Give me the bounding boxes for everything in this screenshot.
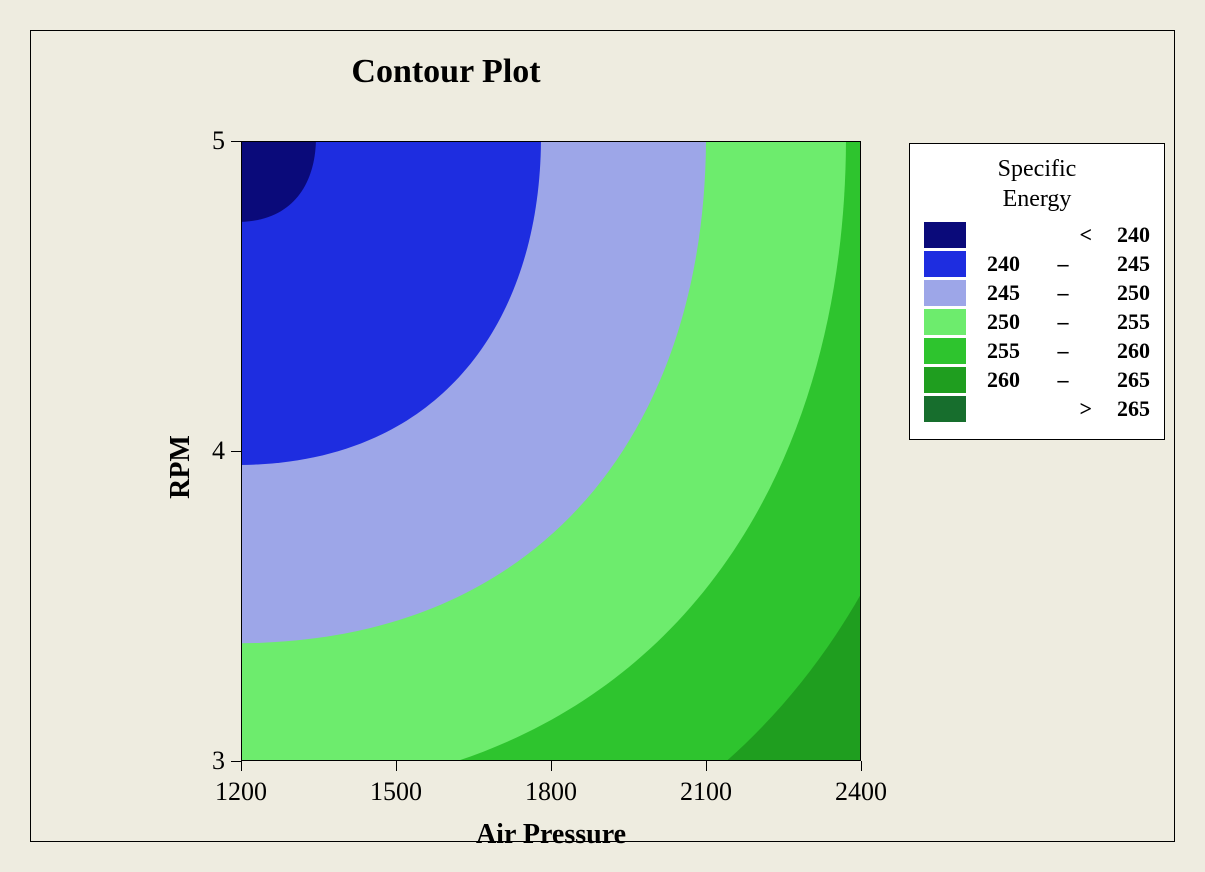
legend-label: 240–245 bbox=[976, 251, 1150, 277]
legend-swatch bbox=[924, 251, 966, 277]
legend-swatch bbox=[924, 222, 966, 248]
y-tick bbox=[231, 141, 241, 142]
contour-svg bbox=[241, 141, 861, 761]
legend-item: 260–265 bbox=[924, 367, 1150, 393]
y-tick bbox=[231, 761, 241, 762]
x-tick bbox=[396, 761, 397, 771]
legend-title-line2: Energy bbox=[1003, 186, 1072, 212]
y-tick-label: 5 bbox=[185, 126, 225, 156]
legend-title: Specific Energy bbox=[924, 154, 1150, 214]
legend-item: 250–255 bbox=[924, 309, 1150, 335]
legend-label: <240 bbox=[976, 222, 1150, 248]
x-tick bbox=[861, 761, 862, 771]
legend-swatch bbox=[924, 338, 966, 364]
x-tick-label: 1800 bbox=[511, 777, 591, 807]
legend-item: >265 bbox=[924, 396, 1150, 422]
chart-title: Contour Plot bbox=[31, 53, 861, 91]
x-tick bbox=[241, 761, 242, 771]
x-tick bbox=[551, 761, 552, 771]
legend-label: 260–265 bbox=[976, 367, 1150, 393]
y-axis-label: RPM bbox=[165, 417, 197, 517]
x-tick-label: 1500 bbox=[356, 777, 436, 807]
y-tick bbox=[231, 451, 241, 452]
legend-swatch bbox=[924, 396, 966, 422]
plot-area: Air Pressure RPM 12001500180021002400345 bbox=[241, 141, 861, 761]
x-tick-label: 2400 bbox=[821, 777, 901, 807]
legend-box: Specific Energy <240 240–245 245–250 250–25… bbox=[909, 143, 1165, 440]
legend-title-line1: Specific bbox=[998, 156, 1077, 182]
legend-swatch bbox=[924, 280, 966, 306]
legend-swatch bbox=[924, 367, 966, 393]
legend-label: 245–250 bbox=[976, 280, 1150, 306]
legend-label: >265 bbox=[976, 396, 1150, 422]
x-axis-label: Air Pressure bbox=[241, 819, 861, 851]
legend-swatch bbox=[924, 309, 966, 335]
legend-item: 255–260 bbox=[924, 338, 1150, 364]
x-tick bbox=[706, 761, 707, 771]
legend-item: <240 bbox=[924, 222, 1150, 248]
chart-frame: Contour Plot Air Pressure RPM 1200150018… bbox=[30, 30, 1175, 842]
x-tick-label: 2100 bbox=[666, 777, 746, 807]
legend-item: 240–245 bbox=[924, 251, 1150, 277]
y-tick-label: 4 bbox=[185, 436, 225, 466]
legend-item: 245–250 bbox=[924, 280, 1150, 306]
legend-label: 255–260 bbox=[976, 338, 1150, 364]
x-tick-label: 1200 bbox=[201, 777, 281, 807]
legend-label: 250–255 bbox=[976, 309, 1150, 335]
y-tick-label: 3 bbox=[185, 746, 225, 776]
